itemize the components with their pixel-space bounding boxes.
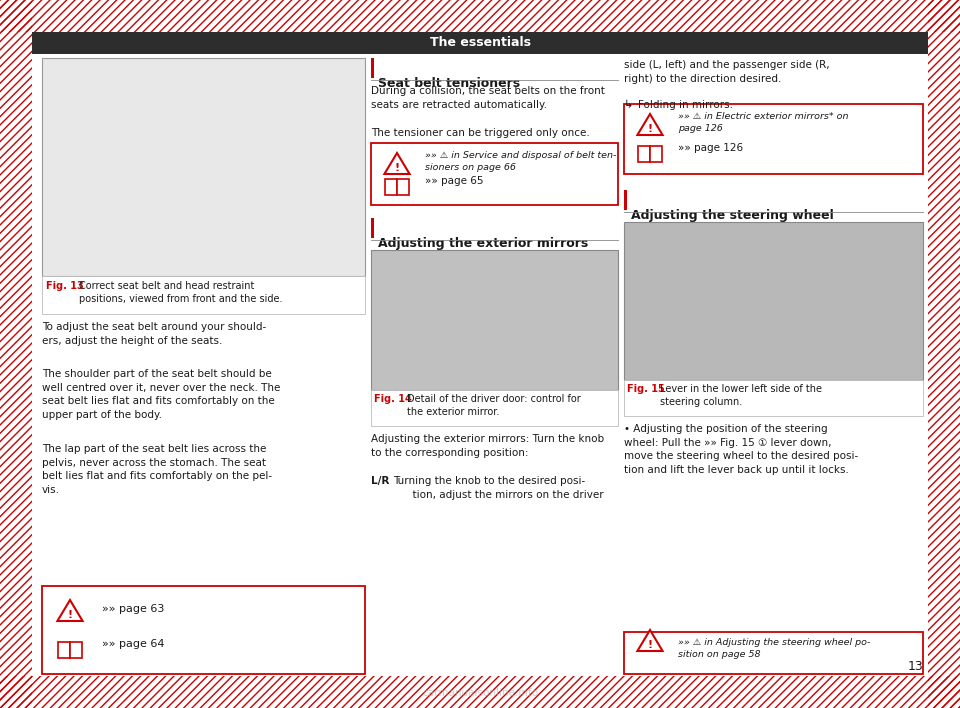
Text: Adjusting the exterior mirrors: Adjusting the exterior mirrors — [378, 237, 588, 250]
Text: !: ! — [67, 610, 73, 620]
Bar — [371, 390, 618, 426]
Text: The essentials: The essentials — [429, 37, 531, 50]
Polygon shape — [637, 630, 662, 651]
Text: »» page 64: »» page 64 — [102, 639, 164, 649]
Bar — [32, 32, 928, 54]
Bar — [0, 0, 32, 708]
Bar — [0, 0, 32, 708]
Bar — [42, 586, 365, 674]
Text: To adjust the seat belt around your should-
ers, adjust the height of the seats.: To adjust the seat belt around your shou… — [42, 322, 266, 346]
Text: !: ! — [647, 641, 653, 651]
Bar — [371, 250, 618, 390]
Text: 13: 13 — [907, 659, 923, 673]
Text: »» ⚠ in Adjusting the steering wheel po-
sition on page 58: »» ⚠ in Adjusting the steering wheel po-… — [678, 638, 871, 659]
Bar — [0, 0, 960, 32]
Text: »» page 65: »» page 65 — [425, 176, 484, 186]
Bar — [624, 632, 923, 674]
Bar — [70, 641, 82, 658]
Text: »» ⚠ in Service and disposal of belt ten-
sioners on page 66: »» ⚠ in Service and disposal of belt ten… — [425, 151, 616, 172]
Bar — [650, 146, 662, 162]
Text: Turning the knob to the desired posi-
      tion, adjust the mirrors on the driv: Turning the knob to the desired posi- ti… — [393, 476, 604, 500]
Text: Fig. 15: Fig. 15 — [627, 384, 664, 394]
Text: The lap part of the seat belt lies across the
pelvis, never across the stomach. : The lap part of the seat belt lies acros… — [42, 444, 272, 495]
Bar — [371, 58, 374, 78]
Bar — [638, 146, 650, 162]
Text: The tensioner can be triggered only once.: The tensioner can be triggered only once… — [371, 128, 589, 138]
Bar — [42, 276, 365, 314]
Text: • Adjusting the position of the steering
wheel: Pull the »» Fig. 15 ① lever down: • Adjusting the position of the steering… — [624, 424, 858, 475]
Text: carmanualsonline.info: carmanualsonline.info — [422, 688, 538, 698]
Text: !: ! — [395, 164, 399, 173]
Text: Adjusting the exterior mirrors: Turn the knob
to the corresponding position:: Adjusting the exterior mirrors: Turn the… — [371, 434, 604, 457]
Text: Correct seat belt and head restraint
positions, viewed from front and the side.: Correct seat belt and head restraint pos… — [79, 281, 282, 304]
Polygon shape — [58, 600, 83, 621]
Text: »» page 126: »» page 126 — [678, 143, 743, 153]
Bar — [928, 0, 960, 708]
Bar — [385, 178, 397, 195]
Bar — [624, 104, 923, 174]
Bar — [0, 676, 960, 708]
Text: Detail of the driver door: control for
the exterior mirror.: Detail of the driver door: control for t… — [407, 394, 581, 417]
Text: Seat belt tensioners: Seat belt tensioners — [378, 77, 520, 90]
Text: !: ! — [647, 125, 653, 135]
Text: Fig. 13: Fig. 13 — [46, 281, 84, 291]
Text: Fig. 14: Fig. 14 — [374, 394, 412, 404]
Bar — [0, 676, 960, 708]
Bar — [624, 380, 923, 416]
Bar — [42, 58, 365, 276]
Polygon shape — [384, 153, 410, 174]
Bar — [0, 0, 960, 32]
Text: The shoulder part of the seat belt should be
well centred over it, never over th: The shoulder part of the seat belt shoul… — [42, 369, 280, 420]
Bar — [58, 641, 70, 658]
Bar — [371, 218, 374, 238]
Bar — [928, 0, 960, 708]
Polygon shape — [637, 114, 662, 135]
Text: Folding in mirrors.: Folding in mirrors. — [638, 100, 733, 110]
Text: »» ⚠ in Electric exterior mirrors* on
page 126: »» ⚠ in Electric exterior mirrors* on pa… — [678, 112, 849, 133]
Bar — [624, 190, 627, 210]
Text: Adjusting the steering wheel: Adjusting the steering wheel — [631, 209, 833, 222]
Text: side (L, left) and the passenger side (R,
right) to the direction desired.: side (L, left) and the passenger side (R… — [624, 60, 829, 84]
Text: During a collision, the seat belts on the front
seats are retracted automaticall: During a collision, the seat belts on th… — [371, 86, 605, 110]
Bar — [624, 222, 923, 380]
Text: L/R: L/R — [371, 476, 390, 486]
Bar — [397, 178, 409, 195]
Text: Lever in the lower left side of the
steering column.: Lever in the lower left side of the stee… — [660, 384, 822, 407]
Bar — [371, 143, 618, 205]
Text: »» page 63: »» page 63 — [102, 604, 164, 614]
Text: ↳: ↳ — [624, 100, 634, 110]
